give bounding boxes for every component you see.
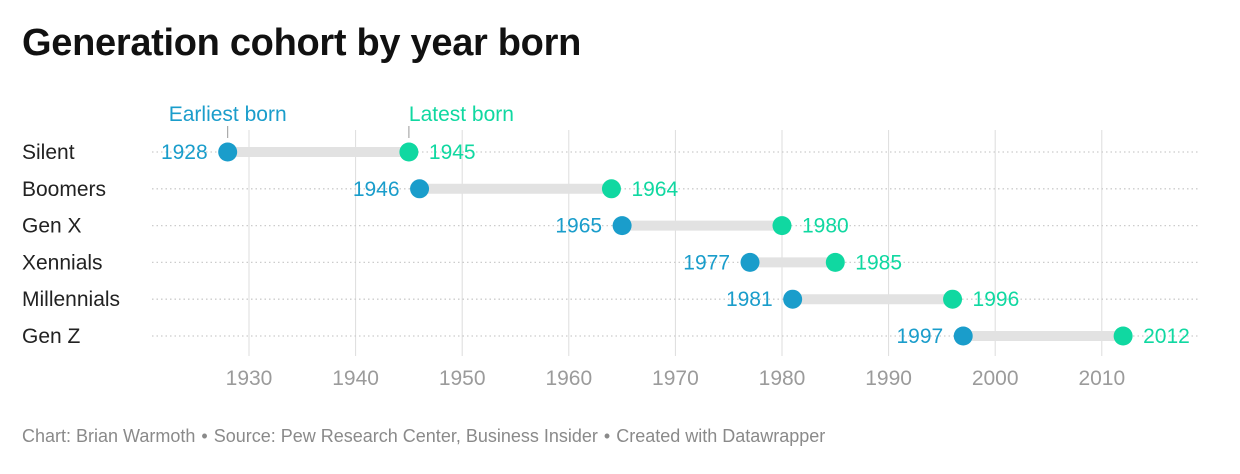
latest-born-value: 1964 bbox=[631, 178, 678, 201]
latest-born-dot bbox=[772, 216, 792, 236]
latest-born-value: 1980 bbox=[802, 215, 849, 238]
chart-credit: Chart: Brian Warmoth bbox=[22, 426, 196, 446]
earliest-born-value: 1997 bbox=[897, 325, 944, 348]
legend-earliest-born: Earliest born bbox=[169, 103, 287, 126]
chart-source: Source: Pew Research Center, Business In… bbox=[213, 426, 598, 446]
earliest-born-dot bbox=[410, 179, 430, 199]
earliest-born-dot bbox=[740, 252, 760, 272]
x-tick-label: 1980 bbox=[759, 367, 806, 390]
latest-born-dot bbox=[601, 179, 621, 199]
x-tick-label: 1960 bbox=[545, 367, 592, 390]
earliest-born-value: 1981 bbox=[726, 288, 773, 311]
earliest-born-dot bbox=[612, 216, 632, 236]
legend-latest-born: Latest born bbox=[409, 103, 514, 126]
row-label: Gen Z bbox=[22, 325, 81, 348]
earliest-born-dot bbox=[783, 289, 803, 309]
legend-layer: Earliest born Latest born bbox=[169, 103, 514, 138]
latest-born-dot bbox=[399, 142, 419, 162]
x-tick-label: 2010 bbox=[1078, 367, 1125, 390]
latest-born-dot bbox=[1113, 326, 1133, 346]
x-tick-label: 1990 bbox=[865, 367, 912, 390]
latest-born-dot bbox=[825, 252, 845, 272]
x-tick-label: 1940 bbox=[332, 367, 379, 390]
row-label: Xennials bbox=[22, 251, 103, 274]
row-label: Millennials bbox=[22, 288, 120, 311]
earliest-born-value: 1946 bbox=[353, 178, 400, 201]
dots-layer bbox=[218, 142, 1133, 346]
footer-separator: • bbox=[603, 426, 611, 446]
x-tick-label: 1950 bbox=[439, 367, 486, 390]
x-tick-label: 2000 bbox=[972, 367, 1019, 390]
earliest-born-value: 1965 bbox=[555, 215, 602, 238]
latest-born-value: 1945 bbox=[429, 141, 476, 164]
latest-born-value: 2012 bbox=[1143, 325, 1190, 348]
earliest-born-dot bbox=[953, 326, 973, 346]
latest-born-value: 1985 bbox=[855, 251, 902, 274]
labels-layer: 1930 1940 1950 1960 1970 1980 1990 2000 2010 Sile… bbox=[22, 141, 1190, 390]
grid-layer bbox=[248, 130, 1103, 356]
x-tick-label: 1930 bbox=[226, 367, 273, 390]
created-with: Created with Datawrapper bbox=[616, 426, 826, 446]
chart-footer: Chart: Brian Warmoth • Source: Pew Researc… bbox=[22, 426, 825, 447]
earliest-born-dot bbox=[218, 142, 238, 162]
row-label: Boomers bbox=[22, 178, 106, 201]
row-label: Silent bbox=[22, 141, 75, 164]
chart-title: Generation cohort by year born bbox=[22, 22, 581, 64]
x-tick-label: 1970 bbox=[652, 367, 699, 390]
footer-separator: • bbox=[201, 426, 208, 446]
latest-born-value: 1996 bbox=[973, 288, 1020, 311]
latest-born-dot bbox=[943, 289, 963, 309]
earliest-born-value: 1928 bbox=[161, 141, 208, 164]
row-label: Gen X bbox=[22, 215, 82, 238]
earliest-born-value: 1977 bbox=[683, 251, 730, 274]
range-bars-layer bbox=[227, 147, 1124, 341]
